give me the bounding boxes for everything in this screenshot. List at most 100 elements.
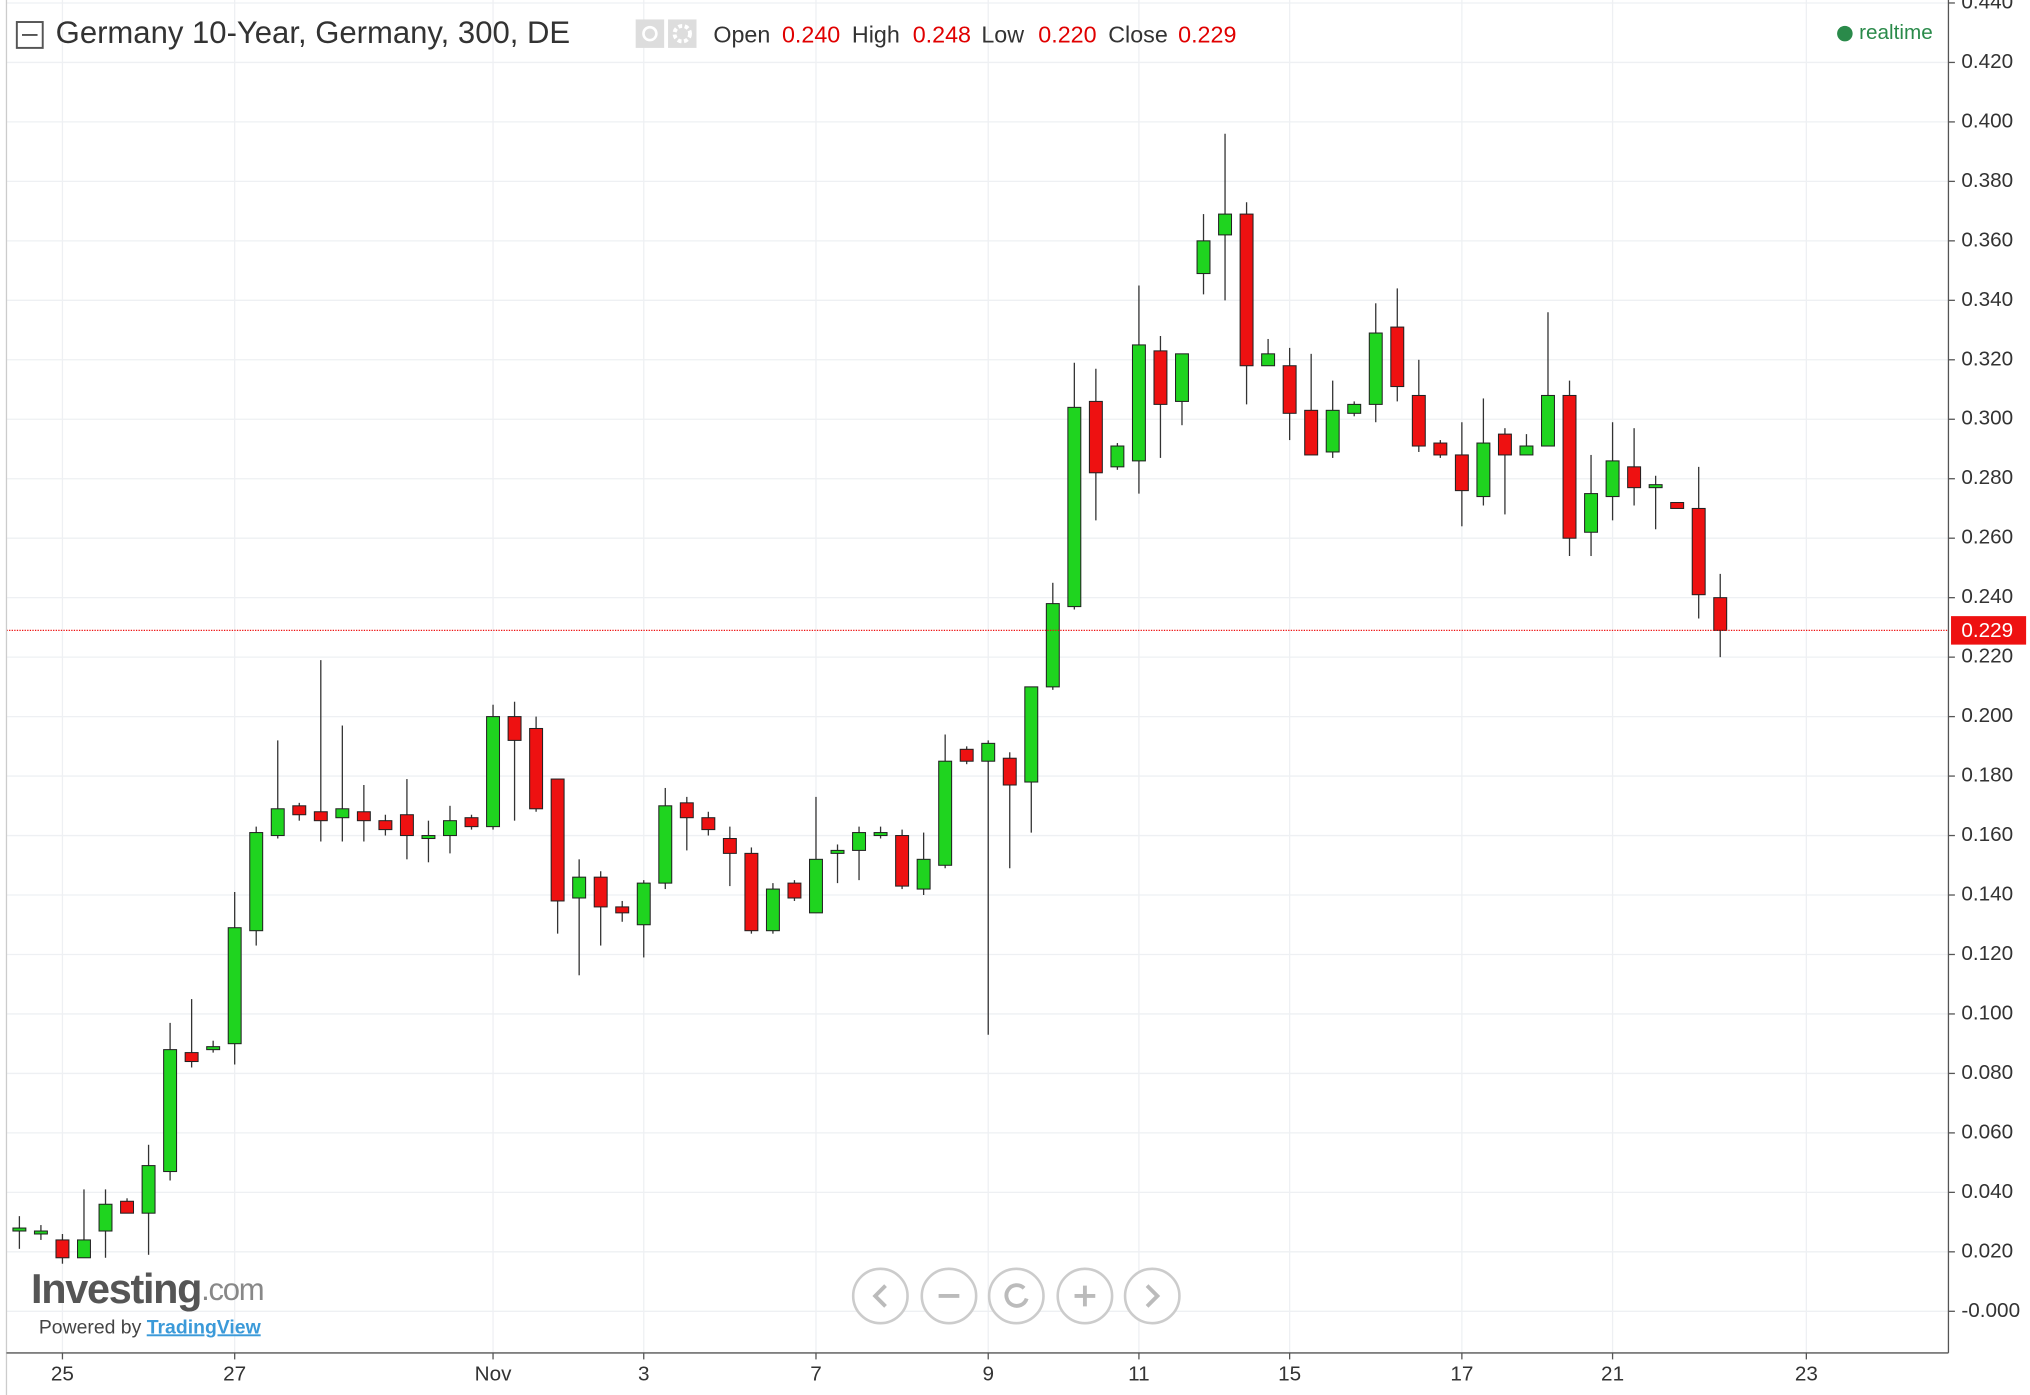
tradingview-link[interactable]: TradingView	[147, 1316, 262, 1338]
y-tick-label: 0.240	[1961, 585, 2013, 608]
ohlc-value: 0.248	[913, 21, 971, 47]
y-tick-label: 0.440	[1961, 0, 2013, 13]
x-tick-label: Nov	[475, 1362, 512, 1385]
x-tick-label: 17	[1450, 1362, 1473, 1385]
candle-body	[1390, 326, 1405, 388]
y-tick-label: 0.040	[1961, 1180, 2013, 1203]
candle-body	[1562, 394, 1577, 539]
candle-body	[1153, 350, 1168, 405]
axes: -0.000 0.020 0.040 0.060 0.080 0.100 0.120 0.14…	[51, 0, 2027, 1385]
ohlc-name: Close	[1108, 21, 1168, 47]
candle-body	[1239, 213, 1254, 367]
candle-body	[809, 858, 823, 914]
x-tick-label: 7	[810, 1362, 822, 1385]
candle-body	[636, 882, 651, 926]
candle-body	[1304, 409, 1319, 456]
candle-body	[1110, 445, 1125, 468]
y-tick-label: 0.100	[1961, 1001, 2013, 1024]
candle-body	[98, 1203, 113, 1232]
x-tick-label: 23	[1795, 1362, 1818, 1385]
candle-body	[120, 1200, 135, 1214]
ohlc-name: High	[852, 21, 900, 47]
last-price-box	[1951, 616, 2027, 645]
logo-main: Investing	[31, 1266, 201, 1312]
candle-body	[1325, 409, 1340, 453]
ohlc-value: 0.220	[1038, 21, 1096, 47]
settings-button[interactable]	[668, 19, 697, 48]
candle-body	[1218, 213, 1233, 236]
y-tick-label: 0.300	[1961, 407, 2013, 430]
candle-body	[1024, 686, 1039, 783]
candle-body	[1519, 445, 1534, 456]
candle-body	[1368, 332, 1383, 405]
candle-body	[744, 852, 759, 932]
candle-body	[313, 811, 328, 822]
candle-body	[292, 805, 307, 816]
powered-by: Powered by TradingView	[39, 1316, 262, 1338]
candle-body	[55, 1239, 70, 1259]
scroll-left-button[interactable]	[851, 1267, 909, 1325]
candle-body	[895, 835, 910, 887]
y-tick-label: 0.140	[1961, 882, 2013, 905]
candle-body	[1670, 501, 1685, 509]
candle-body	[507, 716, 522, 741]
ohlc-value: 0.240	[782, 21, 840, 47]
y-tick-label: 0.380	[1961, 169, 2013, 192]
chart-title: Germany 10-Year, Germany, 300, DE	[56, 15, 571, 50]
candle-body	[378, 820, 393, 831]
candle-body	[443, 820, 457, 837]
right-icon	[1145, 1284, 1161, 1308]
candle-body	[1196, 240, 1211, 275]
y-tick-label: 0.020	[1961, 1239, 2013, 1262]
candle-body	[1045, 603, 1060, 688]
y-tick-label: -0.000	[1961, 1299, 2020, 1322]
candle-body	[830, 849, 845, 854]
y-tick-label: 0.400	[1961, 109, 2013, 132]
y-tick-label: 0.420	[1961, 50, 2013, 73]
candle-body	[1347, 403, 1362, 414]
eye-icon	[642, 25, 658, 42]
candle-body	[1261, 353, 1276, 367]
gear-icon	[672, 23, 692, 44]
x-tick-label: 25	[51, 1362, 74, 1385]
y-tick-label: 0.160	[1961, 823, 2013, 846]
candle-body	[270, 808, 285, 837]
candle-body	[873, 832, 888, 837]
candle-body	[1067, 406, 1082, 608]
ohlc-value: 0.229	[1178, 21, 1236, 47]
candle-body	[1713, 597, 1728, 631]
plus-icon	[1074, 1285, 1096, 1307]
reset-icon	[1004, 1283, 1029, 1308]
nav-icons	[872, 1283, 1161, 1308]
candle-body	[1627, 466, 1642, 489]
x-tick-label: 3	[638, 1362, 650, 1385]
candle-body	[615, 906, 630, 914]
logo: Investing.com	[31, 1266, 263, 1312]
visibility-button[interactable]	[635, 19, 665, 48]
candle-body	[1175, 353, 1189, 402]
candle-body	[206, 1046, 221, 1051]
scroll-right-button[interactable]	[1123, 1267, 1181, 1325]
y-tick-label: 0.180	[1961, 764, 2013, 787]
candle-body	[679, 802, 694, 819]
candle-body	[593, 876, 608, 908]
candle-body	[1584, 493, 1599, 533]
candle-body	[1691, 507, 1706, 596]
grid	[6, 0, 1949, 1353]
x-tick-label: 15	[1278, 1362, 1301, 1385]
candle-body	[550, 778, 565, 902]
y-tick-label: 0.200	[1961, 704, 2013, 727]
candle-body	[1648, 484, 1663, 489]
candle-body	[399, 814, 414, 837]
x-tick-label: 11	[1128, 1362, 1149, 1385]
candle-body	[1541, 394, 1555, 447]
candle-body	[421, 835, 436, 840]
reset-button[interactable]	[987, 1267, 1045, 1325]
candle-body	[1454, 454, 1469, 492]
y-tick-label: 0.260	[1961, 526, 2013, 549]
candle-body	[77, 1239, 91, 1259]
last-price-label: 0.229	[1961, 619, 2013, 642]
nav-buttons	[851, 1267, 1181, 1325]
